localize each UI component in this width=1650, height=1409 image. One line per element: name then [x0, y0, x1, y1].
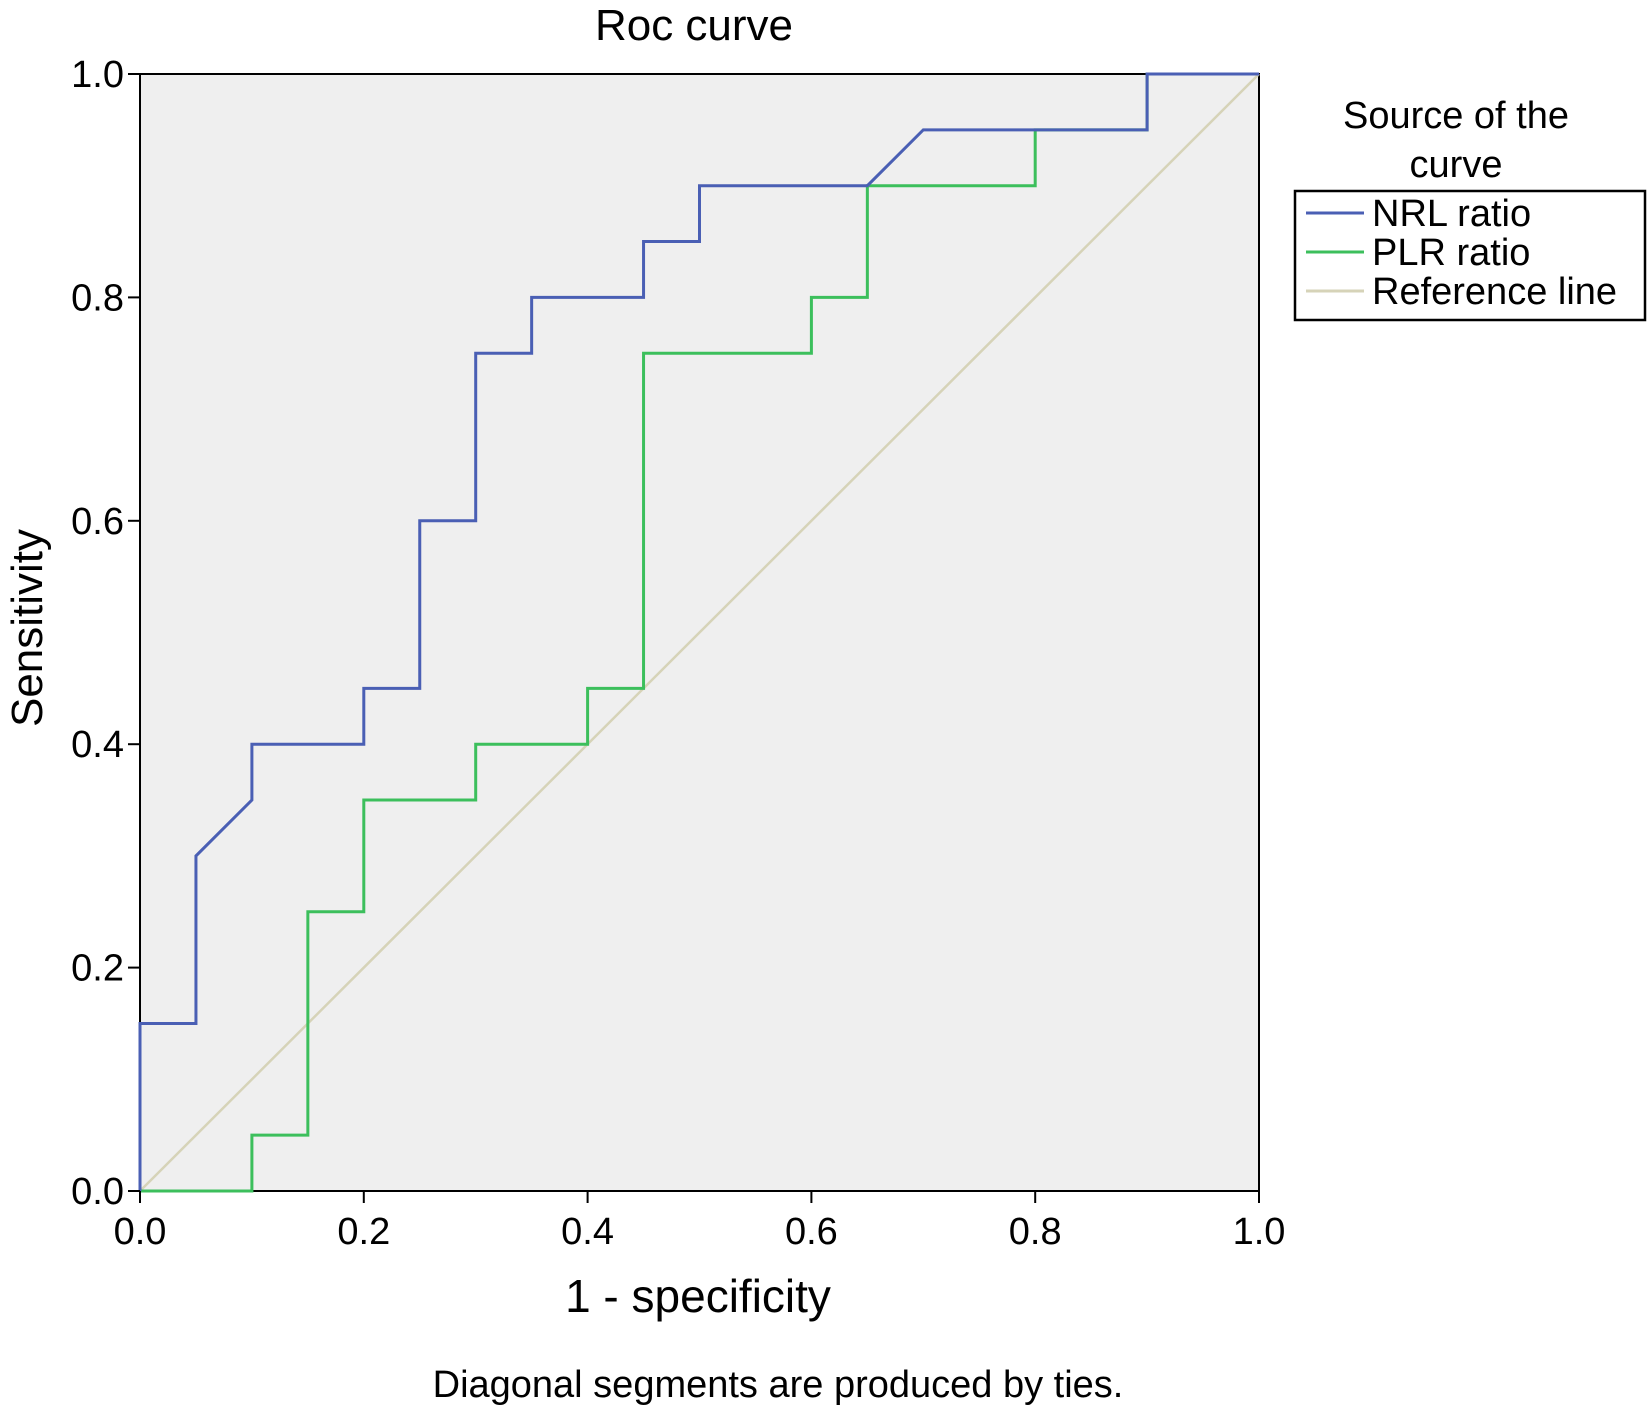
footnote: Diagonal segments are produced by ties. [433, 1364, 1124, 1406]
legend-title-line2: curve [1410, 144, 1503, 186]
y-axis-label: Sensitivity [3, 529, 52, 727]
legend-title-line1: Source of the [1343, 95, 1569, 137]
x-tick-label: 0.2 [337, 1211, 390, 1253]
series-line-0 [138, 72, 1259, 1191]
y-tick-label: 0.6 [71, 501, 124, 543]
y-tick-label: 0.2 [71, 948, 124, 990]
x-tick-label: 0.0 [114, 1211, 167, 1253]
x-axis-label: 1 - specificity [565, 1270, 831, 1322]
y-tick-label: 0.0 [71, 1171, 124, 1213]
y-tick-label: 1.0 [71, 54, 124, 96]
series-line-1 [140, 72, 1259, 1193]
y-tick-label: 0.4 [71, 724, 124, 766]
series-line-2 [139, 73, 1260, 1192]
x-tick-label: 0.4 [561, 1211, 614, 1253]
chart-title: Roc curve [595, 1, 793, 50]
legend-label-1: PLR ratio [1372, 232, 1530, 274]
series-layer [138, 72, 1260, 1193]
legend-label-0: NRL ratio [1372, 193, 1531, 235]
x-tick-label: 0.6 [785, 1211, 838, 1253]
axis-layer: 0.0 0.2 0.4 0.6 0.8 1.0 0.0 0.2 0.4 0.6 0.8 1.0 [71, 54, 1285, 1253]
x-tick-label: 0.8 [1009, 1211, 1062, 1253]
legend-label-2: Reference line [1372, 271, 1617, 313]
x-tick-label: 1.0 [1233, 1211, 1286, 1253]
y-tick-label: 0.8 [71, 277, 124, 319]
